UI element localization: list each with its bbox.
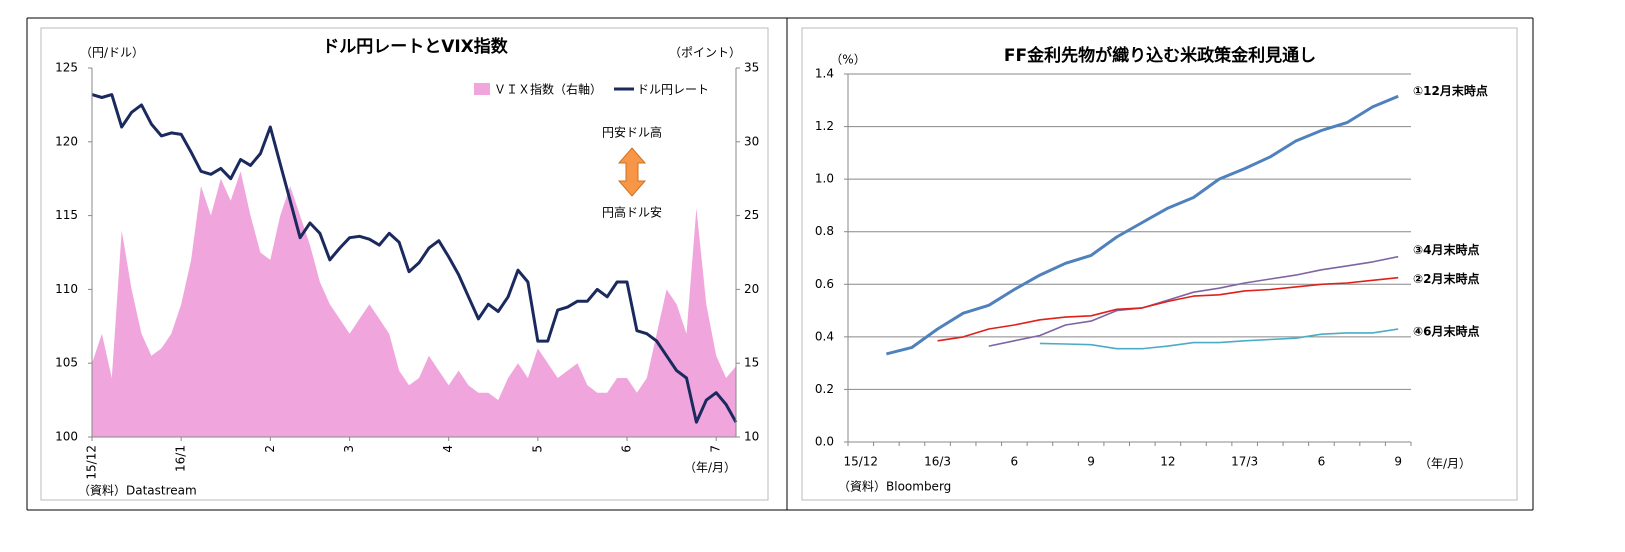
x-tick-label: 6	[1318, 455, 1326, 469]
y2-label: （ポイント）	[669, 46, 741, 60]
line	[1039, 328, 1399, 350]
x-tick-label: 12	[1160, 455, 1175, 469]
y2-tick-label: 20	[744, 282, 759, 296]
y-tick-label: 120	[55, 134, 78, 148]
x-tick-label: 16/3	[924, 455, 951, 469]
line	[91, 93, 738, 424]
series-label: ④6月末時点	[1413, 323, 1480, 338]
arrow	[617, 147, 647, 197]
y-tick-label: 1.2	[815, 119, 834, 133]
y-label: （%）	[830, 53, 865, 67]
source: （資料）Datastream	[78, 484, 197, 498]
line	[886, 94, 1399, 356]
x-label: （年/月）	[1419, 457, 1471, 471]
y-tick-label: 0.2	[815, 382, 834, 396]
y-tick-label: 1.4	[815, 67, 834, 81]
y-tick-label: 0.0	[815, 435, 834, 449]
series-label: ③4月末時点	[1413, 242, 1480, 257]
y2-tick-label: 35	[744, 61, 759, 75]
legend-swatch	[474, 83, 490, 95]
chart-title: FF金利先物が織り込む米政策金利見通し	[1004, 45, 1316, 66]
y-tick-label: 125	[55, 61, 78, 75]
y-tick-label: 110	[55, 282, 78, 296]
panel	[40, 27, 769, 501]
x-tick-label: 9	[1087, 455, 1095, 469]
y-tick-label: 0.8	[815, 224, 834, 238]
area	[92, 171, 736, 438]
annotation: 円安ドル高	[602, 125, 662, 140]
line	[988, 255, 1399, 347]
y-label: （円/ドル）	[80, 46, 144, 60]
y-tick-label: 0.4	[815, 329, 834, 343]
legend-label: ＶＩＸ指数（右軸）	[494, 82, 602, 97]
chart-title: ドル円レートとVIX指数	[322, 36, 509, 57]
x-tick-label: 5	[530, 445, 544, 453]
x-tick-label: 9	[1394, 455, 1402, 469]
annotation: 円高ドル安	[602, 205, 662, 220]
y-tick-label: 105	[55, 356, 78, 370]
legend-label: ドル円レート	[637, 83, 709, 97]
y-tick-label: 0.6	[815, 277, 834, 291]
x-tick-label: 17/3	[1231, 455, 1258, 469]
x-tick-label: 16/1	[174, 445, 188, 472]
x-tick-label: 2	[263, 445, 277, 453]
x-tick-label: 3	[342, 445, 356, 453]
panel	[801, 27, 1518, 501]
y2-tick-label: 30	[744, 134, 759, 148]
x-tick-label: 6	[620, 445, 634, 453]
y2-tick-label: 25	[744, 208, 759, 222]
x-tick-label: 15/12	[85, 445, 99, 480]
y-tick-label: 1.0	[815, 172, 834, 186]
y2-tick-label: 15	[744, 356, 759, 370]
y-tick-label: 100	[55, 430, 78, 444]
x-tick-label: 15/12	[843, 455, 878, 469]
x-tick-label: 7	[709, 445, 723, 453]
x-tick-label: 4	[441, 445, 455, 453]
source: （資料）Bloomberg	[838, 480, 951, 494]
y-tick-label: 115	[55, 208, 78, 222]
x-label: （年/月）	[684, 461, 736, 475]
line	[937, 276, 1399, 342]
y2-tick-label: 10	[744, 430, 759, 444]
series-label: ①12月末時点	[1413, 83, 1488, 98]
x-tick-label: 6	[1011, 455, 1019, 469]
series-label: ②2月末時点	[1413, 271, 1480, 286]
